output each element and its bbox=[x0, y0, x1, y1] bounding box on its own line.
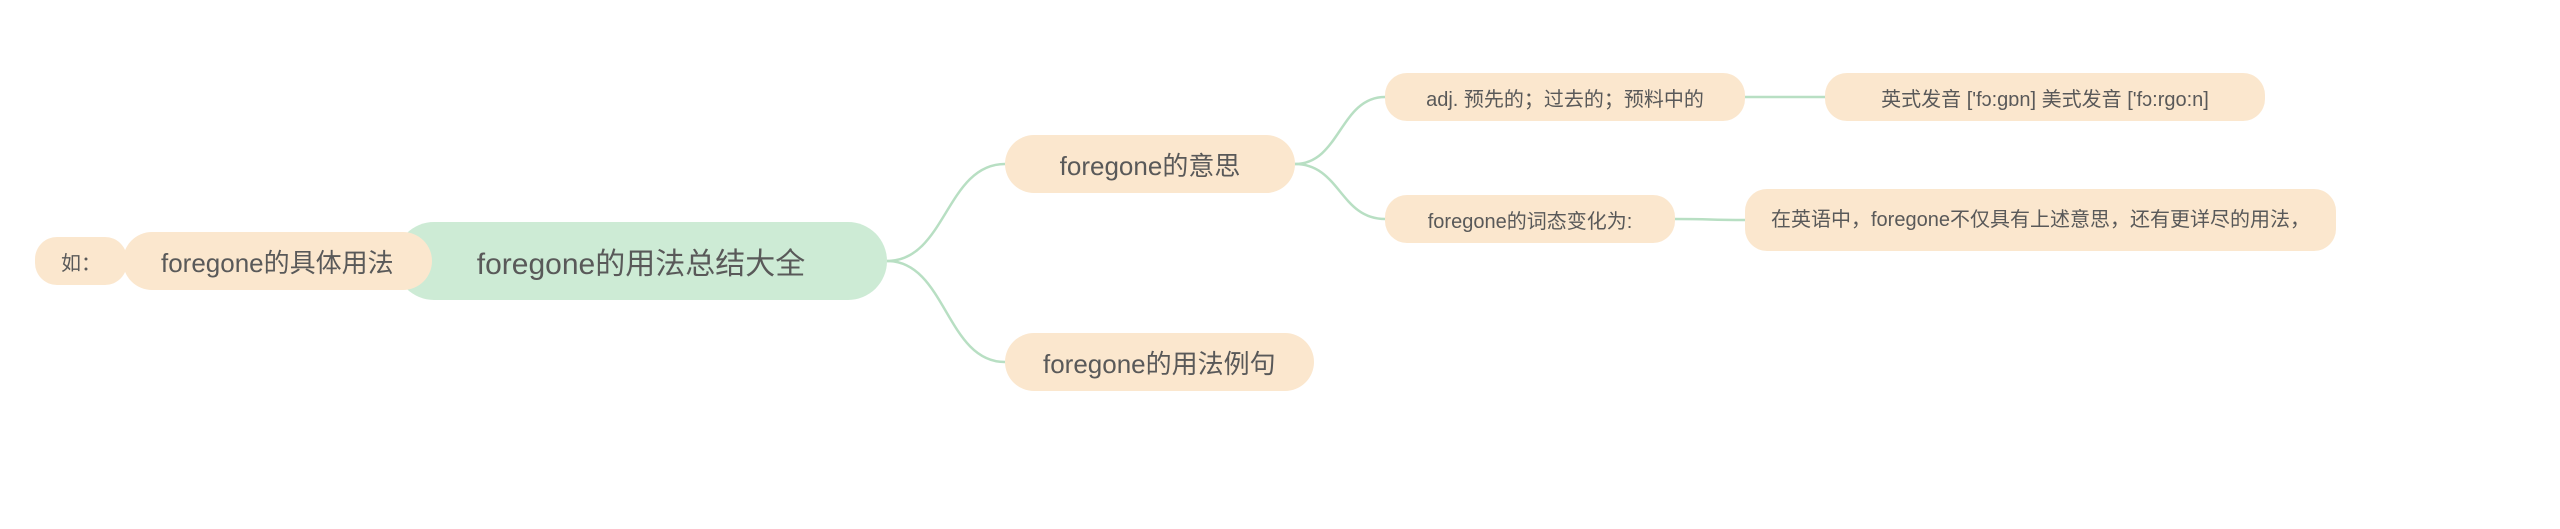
leaf-pronunciation: 英式发音 ['fɔ:gɒn] 美式发音 ['fɔ:rgo:n] bbox=[1825, 73, 2265, 121]
connector-edge bbox=[1295, 97, 1385, 164]
leaf-example-intro: 如： bbox=[35, 237, 127, 285]
root-node[interactable]: foregone的用法总结大全 bbox=[395, 222, 887, 300]
connector-edge bbox=[887, 261, 1005, 362]
connector-edge bbox=[1675, 219, 1745, 220]
branch-example-sentences[interactable]: foregone的用法例句 bbox=[1005, 333, 1314, 391]
branch-specific-usage[interactable]: foregone的具体用法 bbox=[123, 232, 432, 290]
connector-edge bbox=[1295, 164, 1385, 219]
branch-meaning[interactable]: foregone的意思 bbox=[1005, 135, 1295, 193]
leaf-adj-definition: adj. 预先的；过去的；预料中的 bbox=[1385, 73, 1745, 121]
leaf-tense-detail: 在英语中，foregone不仅具有上述意思，还有更详尽的用法， bbox=[1745, 189, 2336, 251]
connector-edge bbox=[887, 164, 1005, 261]
leaf-tense-change: foregone的词态变化为: bbox=[1385, 195, 1675, 243]
